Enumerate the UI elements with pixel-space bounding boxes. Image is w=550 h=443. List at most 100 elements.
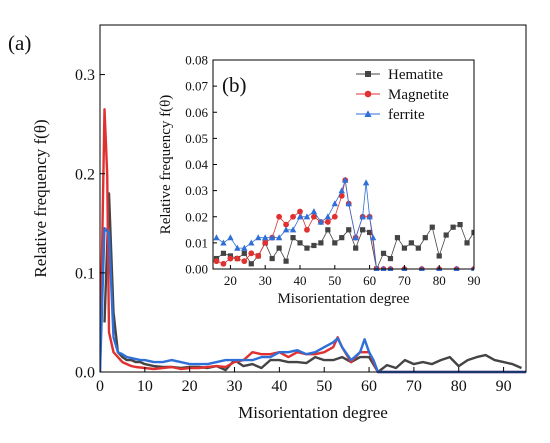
ferrite-point (255, 234, 262, 241)
ferrite-point (338, 187, 345, 194)
magnetite-point (234, 255, 241, 262)
hematite-point (422, 235, 428, 241)
y-axis-label: Relative frequency f(θ) (158, 95, 174, 235)
x-tick-label: 70 (398, 273, 411, 288)
y-tick-label: 0.03 (185, 183, 208, 198)
legend-label: ferrite (388, 107, 425, 123)
hematite-point (339, 235, 345, 241)
ferrite-point (310, 208, 318, 215)
y-tick-label: 0.2 (75, 166, 95, 183)
ferrite-point (342, 176, 349, 183)
ferrite-point (213, 234, 220, 241)
hematite-point (457, 221, 463, 228)
hematite-point (318, 240, 324, 246)
ferrite-point (303, 213, 311, 220)
y-tick-label: 0.0 (75, 365, 95, 382)
ferrite-point (248, 239, 255, 246)
magnetite-point (255, 253, 262, 259)
inset-background (213, 60, 474, 269)
hematite-point (450, 224, 456, 230)
ferrite-point (359, 213, 366, 220)
x-axis-label: Misorientation degree (238, 403, 388, 422)
hematite-point (290, 235, 296, 241)
ferrite-point (262, 234, 269, 241)
legend-marker (365, 71, 371, 77)
x-axis-label: Misorientation degree (277, 291, 409, 307)
ferrite-point (345, 200, 352, 207)
legend-item-hematite: Hematite (356, 67, 443, 83)
hematite-point (436, 253, 442, 259)
magnetite-point (241, 258, 248, 265)
hematite-point (276, 245, 282, 251)
ferrite-point (296, 213, 304, 220)
magnetite-point (304, 226, 310, 233)
series-line-ferrite (100, 226, 526, 374)
ferrite-point (234, 244, 241, 251)
ferrite-point (268, 234, 276, 241)
ferrite-point (471, 265, 474, 271)
ferrite-point (373, 265, 380, 271)
hematite-point (269, 255, 275, 262)
ferrite-point (282, 226, 290, 233)
y-tick-label: 0.00 (185, 262, 208, 277)
x-tick-label: 60 (361, 378, 377, 395)
hematite-point (241, 250, 247, 256)
magnetite-point (248, 250, 255, 257)
hematite-point (304, 245, 310, 251)
magnetite-point (283, 221, 289, 228)
y-tick-label: 0.07 (185, 79, 208, 94)
magnetite-point (297, 208, 303, 215)
y-tick-label: 0.3 (75, 67, 95, 84)
y-tick-label: 0.08 (185, 53, 208, 68)
ferrite-point (380, 265, 387, 271)
hematite-point (283, 258, 289, 264)
x-tick-label: 10 (137, 378, 153, 395)
x-tick-label: 90 (468, 273, 481, 288)
magnetite-point (213, 258, 220, 265)
x-tick-label: 30 (227, 378, 243, 395)
legend-item-ferrite: ferrite (356, 107, 425, 123)
hematite-point (464, 240, 470, 246)
hematite-point (415, 245, 421, 251)
hematite-point (401, 245, 407, 251)
ferrite-point (289, 226, 297, 233)
hematite-point (380, 250, 387, 256)
hematite-point (471, 229, 474, 236)
magnetite-point (290, 213, 296, 220)
hematite-point (346, 227, 352, 233)
hematite-point (297, 240, 303, 246)
x-tick-label: 80 (433, 273, 446, 288)
y-tick-label: 0.06 (185, 105, 208, 120)
hematite-point (408, 240, 414, 246)
legend-marker (364, 90, 372, 98)
hematite-point (332, 240, 338, 246)
ferrite-point (220, 239, 227, 246)
x-tick-label: 0 (96, 378, 104, 395)
x-tick-label: 50 (328, 273, 341, 288)
hematite-point (325, 227, 331, 233)
y-tick-label: 0.04 (185, 157, 208, 172)
plot-frame (99, 24, 527, 373)
legend-label: Magnetite (388, 87, 449, 103)
main-chart: 0 10 20 30 40 50 60 70 80 90 0.0 0.1 0.2 0.3 Misorient… (8, 24, 527, 422)
ferrite-point (331, 200, 338, 207)
hematite-point (248, 261, 254, 267)
x-tick-label: 90 (496, 378, 512, 395)
x-tick-label: 20 (224, 273, 237, 288)
legend-item-magnetite: Magnetite (356, 87, 449, 103)
legend-marker (364, 110, 372, 117)
magnetite-point (324, 219, 331, 225)
ferrite-point (352, 234, 359, 241)
hematite-point (394, 235, 401, 241)
panel-label: (a) (8, 31, 31, 55)
plot-area (100, 108, 526, 374)
ferrite-point (366, 213, 373, 220)
y-tick-label: 0.01 (185, 235, 208, 250)
magnetite-point (220, 260, 227, 267)
y-axis-label: Relative frequency f(θ) (31, 119, 50, 277)
x-tick-label: 40 (294, 273, 307, 288)
y-tick-label: 0.02 (185, 209, 208, 224)
magnetite-point (262, 239, 269, 246)
ferrite-point (453, 265, 460, 271)
